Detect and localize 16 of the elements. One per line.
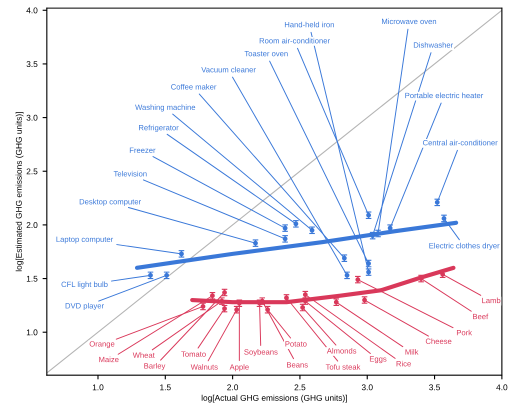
x-tick-label: 3.0 — [362, 384, 373, 390]
x-tick-label: 2.0 — [227, 384, 238, 390]
y-tick-label: 4.0 — [26, 7, 38, 14]
y-tick-label: 2.5 — [26, 168, 38, 174]
x-axis-title: log[Actual GHG emissions (GHG units)] — [202, 394, 347, 402]
y-tick-label: 1.5 — [26, 276, 38, 282]
y-tick-label: 2.0 — [26, 222, 38, 228]
x-tick-label: 3.5 — [429, 384, 440, 390]
x-tick-label: 2.5 — [294, 384, 306, 390]
x-tick-label: 1.0 — [92, 384, 104, 390]
y-tick-label: 3.0 — [26, 114, 38, 121]
y-axis-title: log[Estimated GHG emissions (GHG units)] — [16, 112, 24, 272]
y-tick-label: 3.5 — [26, 61, 38, 68]
x-tick-label: 1.5 — [160, 384, 171, 390]
x-tick-label: 4.0 — [496, 384, 508, 390]
y-tick-label: 1.0 — [26, 329, 38, 336]
